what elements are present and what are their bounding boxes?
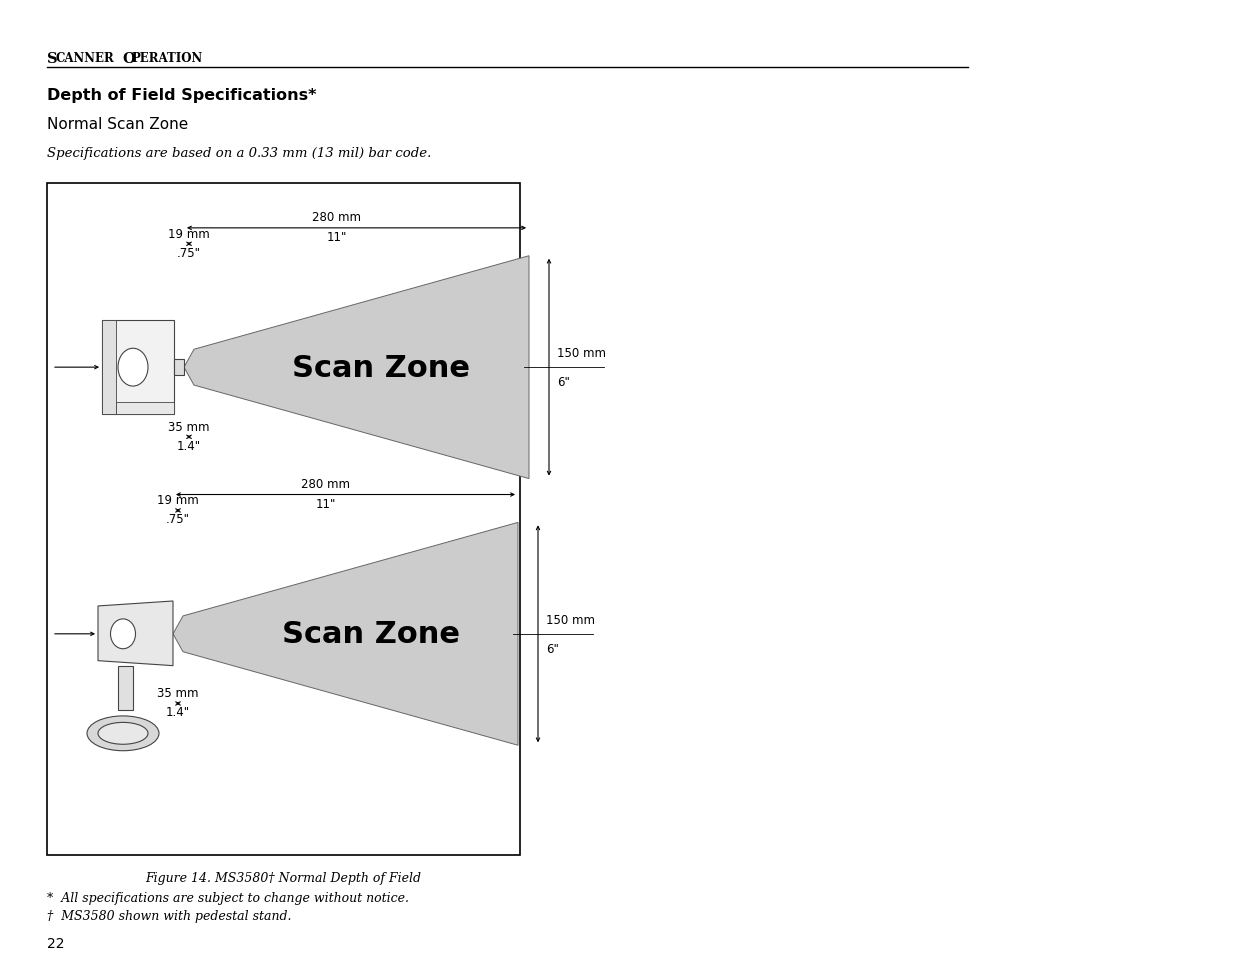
Text: 22: 22 (47, 936, 64, 950)
Ellipse shape (110, 619, 136, 649)
Text: Scan Zone: Scan Zone (282, 619, 459, 649)
Text: CANNER: CANNER (56, 51, 115, 65)
Text: 150 mm: 150 mm (557, 347, 606, 360)
Text: Specifications are based on a 0.33 mm (13 mil) bar code.: Specifications are based on a 0.33 mm (1… (47, 147, 431, 160)
Text: Scan Zone: Scan Zone (293, 354, 471, 382)
Polygon shape (173, 523, 517, 745)
Text: Normal Scan Zone: Normal Scan Zone (47, 117, 188, 132)
Text: 11": 11" (326, 231, 347, 244)
Polygon shape (98, 601, 173, 666)
Bar (47, 184, 520, 855)
Text: 19 mm: 19 mm (157, 494, 199, 507)
Bar (116, 403, 174, 415)
Text: 35 mm: 35 mm (168, 420, 210, 434)
Text: 11": 11" (315, 497, 336, 510)
Text: 19 mm: 19 mm (168, 228, 210, 240)
Text: Figure 14. MS3580† Normal Depth of Field: Figure 14. MS3580† Normal Depth of Field (146, 871, 421, 883)
Bar (103, 320, 116, 415)
Text: 280 mm: 280 mm (312, 211, 361, 224)
Text: .75": .75" (165, 513, 190, 526)
Ellipse shape (98, 722, 148, 744)
Text: .75": .75" (177, 247, 201, 259)
Text: 150 mm: 150 mm (546, 613, 595, 626)
Text: 6": 6" (546, 642, 559, 655)
Text: 280 mm: 280 mm (301, 477, 350, 490)
Ellipse shape (86, 716, 159, 751)
Text: 1.4": 1.4" (177, 439, 201, 453)
Text: 35 mm: 35 mm (157, 687, 199, 700)
Text: †  MS3580 shown with pedestal stand.: † MS3580 shown with pedestal stand. (47, 909, 291, 923)
Text: PERATION: PERATION (131, 51, 203, 65)
Text: S: S (47, 51, 58, 66)
Bar (174, 360, 184, 375)
Text: *  All specifications are subject to change without notice.: * All specifications are subject to chan… (47, 891, 409, 903)
Text: 6": 6" (557, 375, 569, 389)
Polygon shape (119, 666, 133, 711)
Ellipse shape (119, 349, 148, 387)
Bar (103, 320, 174, 415)
Text: Depth of Field Specifications*: Depth of Field Specifications* (47, 88, 316, 103)
Text: O: O (122, 51, 135, 66)
Polygon shape (184, 256, 529, 479)
Text: 1.4": 1.4" (165, 706, 190, 719)
